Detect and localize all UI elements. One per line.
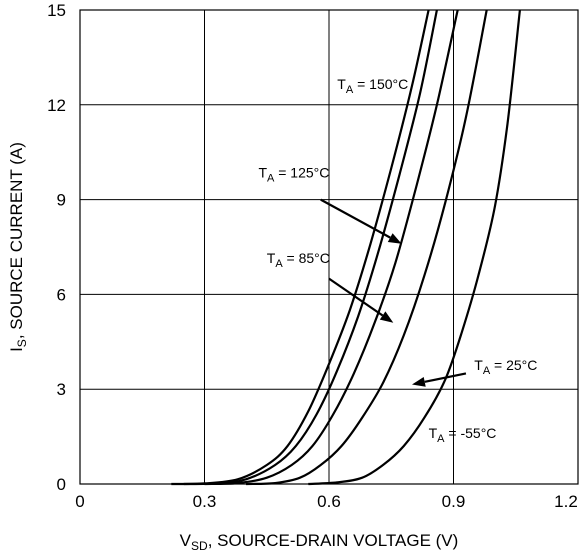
x-tick-label: 0.9: [442, 492, 466, 511]
x-tick-label: 0: [75, 492, 84, 511]
series-line: [308, 9, 521, 486]
annotation-arrow: [328, 277, 384, 317]
annotation-arrowhead: [379, 311, 394, 323]
y-axis-label-prefix: I: [7, 347, 26, 352]
series-line: [204, 9, 459, 486]
y-tick-label: 9: [57, 191, 66, 210]
annotation-arrows: [320, 198, 467, 387]
y-tick-label: 6: [57, 285, 66, 304]
temperature-label: TA = 85°C: [267, 250, 330, 270]
series-curves: [171, 9, 521, 486]
y-tick-label: 3: [57, 380, 66, 399]
x-axis-label-subscript: SD: [191, 539, 208, 553]
x-axis-label-prefix: V: [180, 531, 192, 550]
annotation-labels: TA = 150°C TA = 125°C TA = 85°C TA = 25°C TA…: [258, 76, 537, 445]
temperature-label: TA = 125°C: [258, 164, 329, 184]
y-tick-label: 15: [47, 1, 66, 20]
annotation-arrow: [320, 198, 391, 239]
temperature-label: TA = 25°C: [474, 357, 537, 377]
tick-labels: 0 0.3 0.6 0.9 1.2 0 3 6 9 12 15: [47, 1, 578, 511]
y-axis-label-subscript: S: [15, 339, 29, 347]
temperature-label: TA = -55°C: [429, 425, 497, 445]
x-tick-label: 1.2: [554, 492, 578, 511]
series-line: [245, 9, 488, 486]
x-axis-label: VSD, SOURCE-DRAIN VOLTAGE (V): [180, 531, 459, 553]
annotation-arrow: [424, 372, 467, 383]
series-line: [183, 9, 438, 486]
y-tick-label: 0: [57, 475, 66, 494]
y-axis-label: IS, SOURCE CURRENT (A): [7, 142, 29, 352]
x-tick-label: 0.6: [317, 492, 341, 511]
temperature-label: TA = 150°C: [337, 76, 408, 96]
y-axis-label-rest: , SOURCE CURRENT (A): [7, 142, 26, 339]
grid-lines: [80, 10, 578, 484]
annotation-arrowhead: [412, 377, 426, 387]
series-line: [171, 9, 430, 486]
x-tick-label: 0.3: [193, 492, 217, 511]
y-tick-label: 12: [47, 96, 66, 115]
x-axis-label-rest: , SOURCE-DRAIN VOLTAGE (V): [208, 531, 459, 550]
annotation-arrowhead: [387, 233, 402, 244]
